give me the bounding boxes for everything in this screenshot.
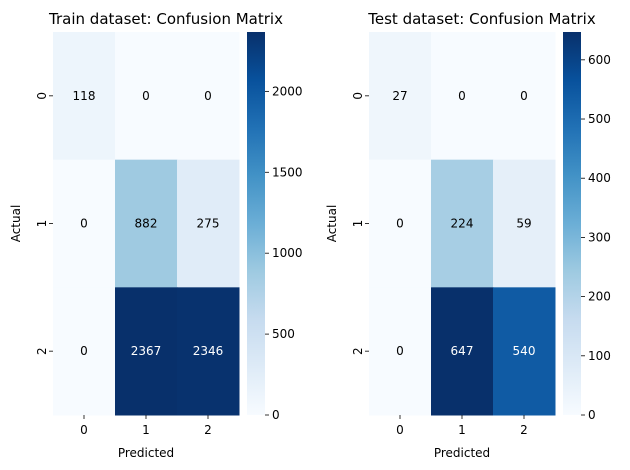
y-tick-label-1: 1 [35,220,49,228]
cell-1-1 [431,159,494,288]
cell-label-2-1: 647 [451,344,474,358]
cell-label-1-0: 0 [80,217,88,231]
cell-2-0 [369,287,432,416]
y-axis-label-0: Actual [9,205,23,243]
cell-label-1-2: 59 [516,217,531,231]
y-tick-label-0: 0 [351,92,365,100]
chart-title-0: Train dataset: Confusion Matrix [48,10,283,28]
cell-label-1-1: 224 [451,217,474,231]
heatmap-panel-0: 118 0 0 0 882 275 0 2367 2346 0 1 2 0 1 2 Train dataset… [9,10,303,460]
cell-0-1 [431,32,494,161]
y-tick-label-2: 2 [35,347,49,355]
cell-label-2-2: 540 [513,344,536,358]
heatmap-panel-1: 27 0 0 0 224 59 0 647 540 0 1 2 0 1 2 Test dataset: Con… [325,10,611,460]
colorbar-tick-label-3: 1500 [272,165,303,179]
cell-label-2-0: 0 [80,344,88,358]
cell-label-0-0: 118 [73,89,96,103]
cell-0-0 [369,32,432,161]
cell-1-0 [369,159,432,288]
colorbar-tick-label-0: 0 [588,408,596,422]
colorbar-tick-label-2: 200 [588,290,611,304]
colorbar-tick-label-2: 1000 [272,246,303,260]
cell-label-1-1: 882 [135,217,158,231]
cell-1-2 [177,159,240,288]
x-axis-label-1: Predicted [434,446,490,460]
y-tick-label-1: 1 [351,220,365,228]
cell-0-0 [53,32,116,161]
cell-2-1 [115,287,178,416]
cell-1-2 [493,159,556,288]
chart-title-1: Test dataset: Confusion Matrix [367,10,596,28]
y-tick-label-0: 0 [35,92,49,100]
x-tick-label-1: 1 [458,423,466,437]
cell-2-2 [177,287,240,416]
cell-1-1 [115,159,178,288]
colorbar-tick-label-5: 500 [588,112,611,126]
colorbar-tick-label-1: 500 [272,327,295,341]
colorbar-tick-label-4: 2000 [272,84,303,98]
cell-0-2 [177,32,240,161]
cell-label-2-1: 2367 [131,344,162,358]
colorbar-0 [247,32,265,415]
x-tick-label-2: 2 [204,423,212,437]
cell-label-0-0: 27 [392,89,407,103]
cell-label-2-0: 0 [396,344,404,358]
cell-2-2 [493,287,556,416]
cell-label-2-2: 2346 [193,344,224,358]
colorbar-tick-label-4: 400 [588,171,611,185]
cell-1-0 [53,159,116,288]
x-tick-label-0: 0 [396,423,404,437]
colorbar-1 [563,32,581,415]
x-tick-label-1: 1 [142,423,150,437]
x-tick-label-2: 2 [520,423,528,437]
cell-label-0-1: 0 [458,89,466,103]
colorbar-tick-label-0: 0 [272,408,280,422]
cell-label-0-2: 0 [520,89,528,103]
cell-0-1 [115,32,178,161]
x-tick-label-0: 0 [80,423,88,437]
colorbar-tick-label-6: 600 [588,53,611,67]
x-axis-label-0: Predicted [118,446,174,460]
colorbar-tick-label-3: 300 [588,230,611,244]
cell-2-1 [431,287,494,416]
cell-2-0 [53,287,116,416]
y-tick-label-2: 2 [351,347,365,355]
y-axis-label-1: Actual [325,205,339,243]
cell-label-1-2: 275 [197,217,220,231]
cell-label-0-1: 0 [142,89,150,103]
colorbar-tick-label-1: 100 [588,349,611,363]
cell-label-1-0: 0 [396,217,404,231]
cell-0-2 [493,32,556,161]
cell-label-0-2: 0 [204,89,212,103]
